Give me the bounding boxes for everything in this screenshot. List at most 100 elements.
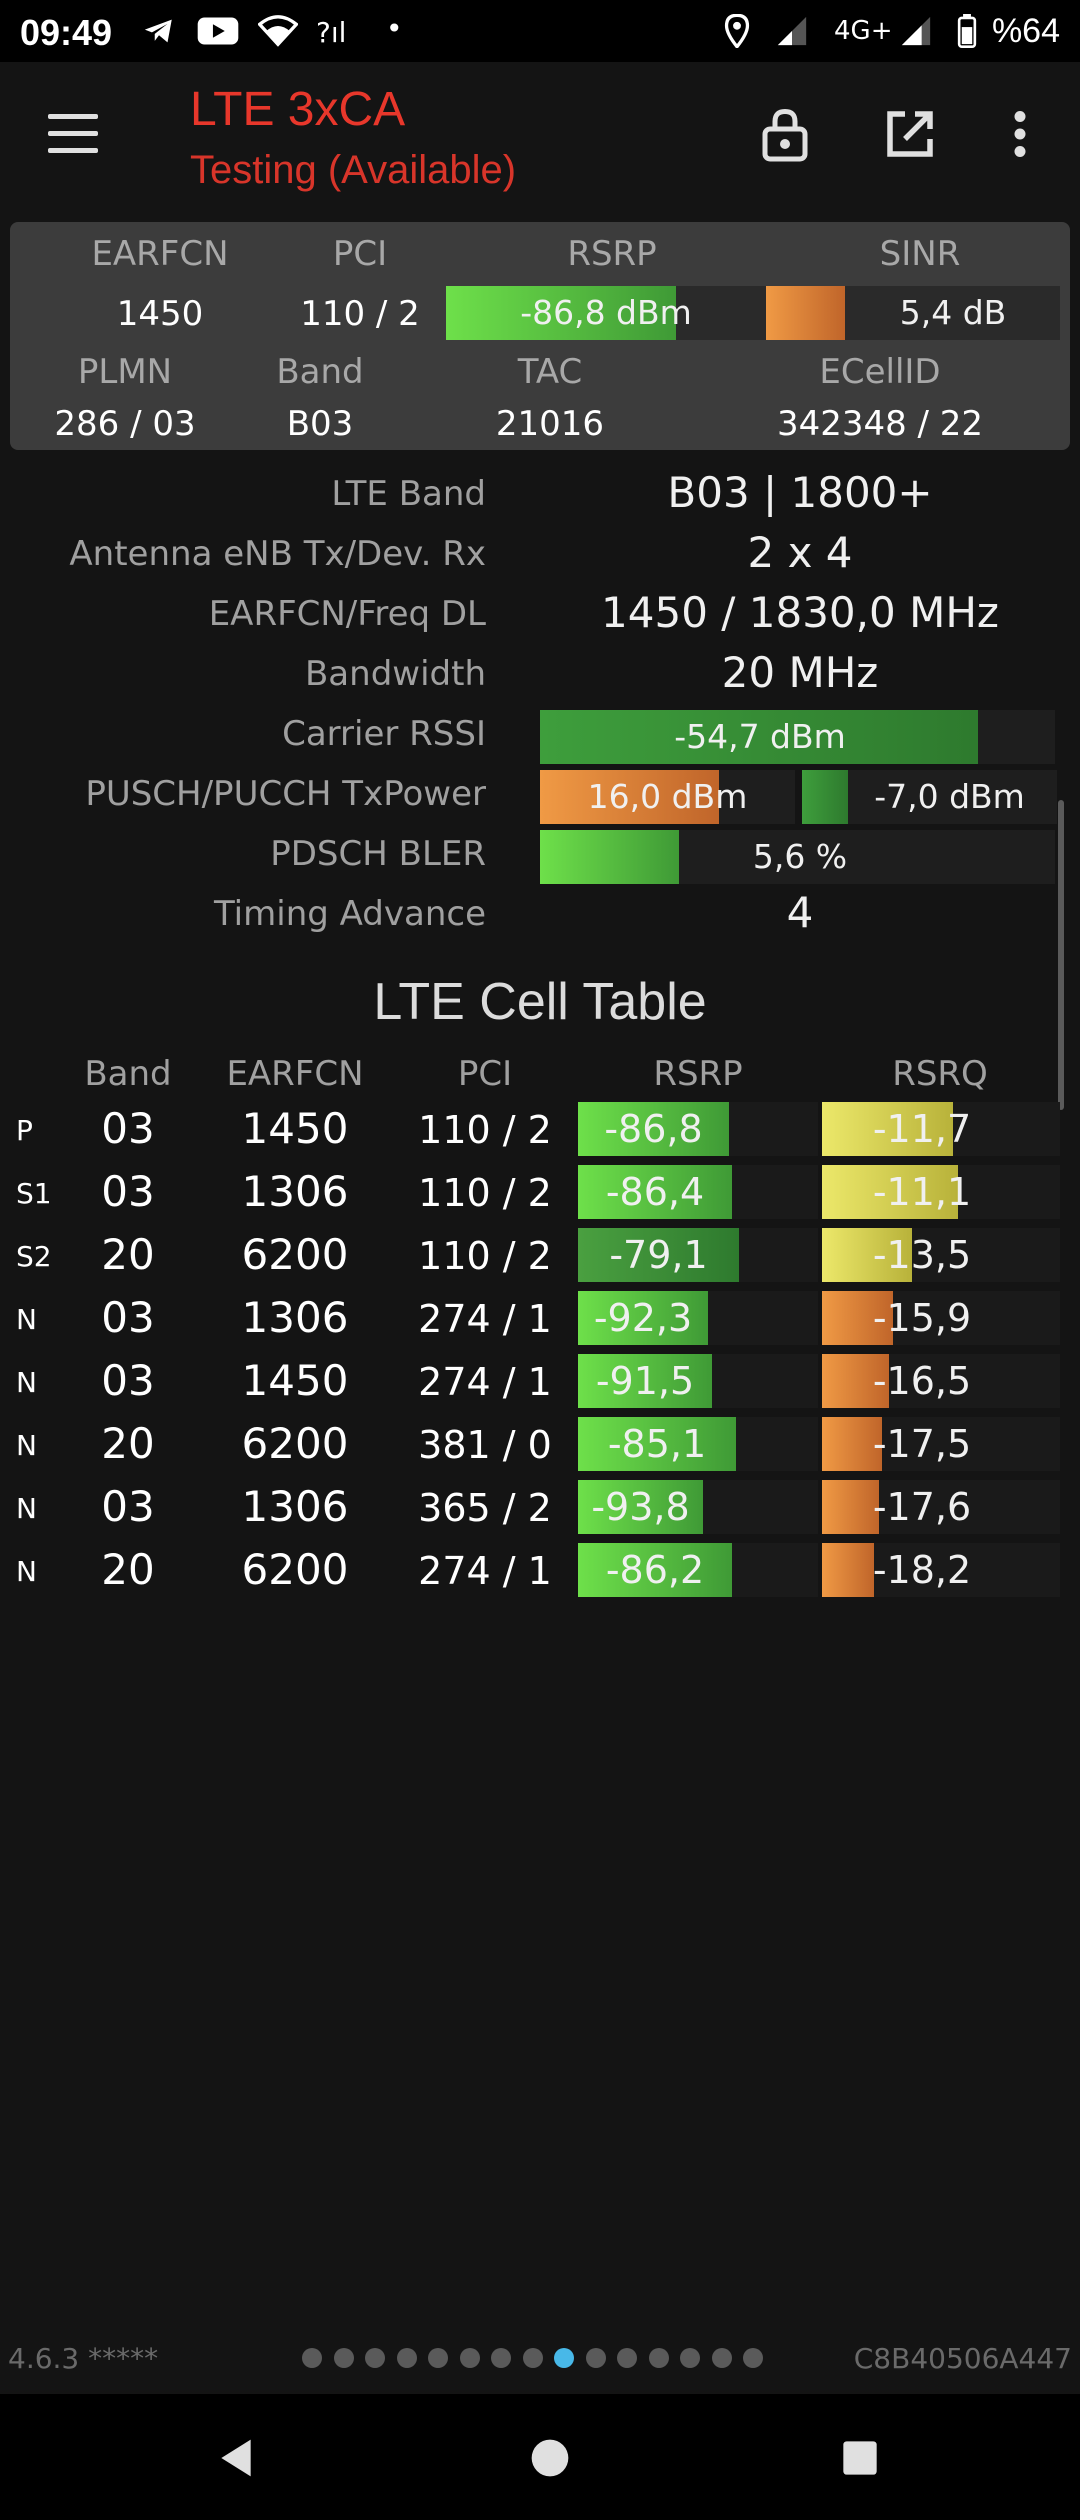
rssi-bar: -54,7 dBm	[540, 710, 1055, 764]
open-external-icon[interactable]	[880, 104, 940, 164]
scrollbar[interactable]	[1058, 800, 1064, 1110]
row-pci: 274 / 1	[418, 1297, 552, 1341]
col-band: Band	[84, 1054, 172, 1094]
row-rsrq: -15,9	[872, 1296, 972, 1340]
rssi-label: Carrier RSSI	[282, 714, 486, 754]
status-time: 09:49	[20, 12, 113, 53]
youtube-icon	[197, 17, 239, 45]
antenna-value: 2 x 4	[747, 528, 853, 577]
col-pci: PCI	[457, 1054, 513, 1094]
row-rsrq-fill	[822, 1102, 953, 1156]
row-rsrp: -92,3	[593, 1296, 693, 1340]
row-rsrq-fill	[822, 1543, 875, 1597]
status-bar: 09:49 ?ıl • 4G+ %64	[0, 0, 1080, 62]
row-band: 03	[101, 1482, 155, 1531]
timing-advance-value: 4	[786, 888, 814, 937]
row-rsrq: -18,2	[872, 1548, 972, 1592]
telegram-icon	[144, 19, 172, 43]
row-type: N	[16, 1366, 37, 1399]
page-dot[interactable]	[522, 2348, 543, 2368]
row-type: N	[16, 1429, 37, 1462]
lock-icon[interactable]	[755, 104, 815, 164]
timing-advance-label: Timing Advance	[213, 894, 486, 934]
pci-value: 110 / 2	[300, 294, 420, 334]
earfcn-value: 1450	[116, 294, 204, 334]
more-vert-icon[interactable]	[990, 104, 1050, 164]
recents-icon[interactable]	[840, 2438, 880, 2478]
pusch-value: 16,0 dBm	[587, 777, 748, 816]
signal-sim2-icon	[901, 16, 931, 46]
pusch-bar-fill	[540, 770, 719, 824]
bandwidth-label: Bandwidth	[304, 654, 486, 694]
sinr-bar: 5,4 dB	[766, 286, 1060, 340]
page-dot[interactable]	[428, 2348, 448, 2368]
ecellid-value: 342348 / 22	[776, 404, 984, 444]
home-icon[interactable]	[528, 2436, 572, 2480]
header-rsrp: RSRP	[567, 234, 657, 274]
page-dot[interactable]	[554, 2348, 574, 2368]
header-ecellid: ECellID	[819, 352, 941, 392]
page-dot[interactable]	[648, 2348, 669, 2368]
page-dot[interactable]	[302, 2348, 322, 2368]
row-rsrp: -85,1	[607, 1422, 707, 1466]
bler-label: PDSCH BLER	[270, 834, 486, 874]
rssi-bar-fill	[540, 710, 978, 764]
row-band: 20	[101, 1545, 155, 1594]
row-rsrp: -93,8	[591, 1485, 690, 1529]
row-rsrq-bar: -16,5	[822, 1354, 1060, 1408]
signal-sim1-icon	[777, 16, 807, 46]
bandwidth-value: 20 MHz	[721, 648, 879, 697]
menu-icon[interactable]	[48, 114, 98, 154]
row-rsrq: -17,5	[872, 1422, 972, 1466]
page-dot[interactable]	[459, 2348, 480, 2368]
row-rsrq: -16,5	[872, 1359, 972, 1403]
row-rsrp-bar: -79,1	[578, 1228, 818, 1282]
page-dot[interactable]	[711, 2348, 732, 2368]
notification-dot-icon: •	[386, 12, 403, 45]
rsrp-bar-fill	[446, 286, 677, 340]
row-pci: 110 / 2	[418, 1108, 552, 1152]
row-pci: 274 / 1	[418, 1360, 552, 1404]
row-band: 03	[101, 1104, 155, 1153]
row-rsrq-bar: -17,6	[822, 1480, 1060, 1534]
row-rsrp: -86,8	[604, 1107, 703, 1151]
bler-bar: 5,6 %	[540, 830, 1055, 884]
row-earfcn: 1306	[241, 1293, 349, 1342]
page-subtitle: Testing (Available)	[190, 148, 517, 192]
row-rsrq-fill	[822, 1354, 889, 1408]
sinr-value: 5,4 dB	[899, 293, 1007, 332]
page-dot[interactable]	[365, 2348, 385, 2368]
row-rsrq-bar: -13,5	[822, 1228, 1060, 1282]
nav-bar	[0, 2394, 1080, 2520]
back-icon[interactable]	[214, 2436, 258, 2480]
row-rsrp-bar: -92,3	[578, 1291, 818, 1345]
row-rsrp-bar: -86,8	[578, 1102, 818, 1156]
col-earfcn: EARFCN	[226, 1054, 364, 1094]
header-tac: TAC	[517, 352, 583, 392]
page-dot[interactable]	[585, 2348, 606, 2368]
row-band: 03	[101, 1167, 155, 1216]
row-rsrp: -91,5	[595, 1359, 695, 1403]
page-dot[interactable]	[743, 2348, 763, 2368]
row-rsrq-fill	[822, 1417, 882, 1471]
lte-band-value: B03 | 1800+	[667, 468, 933, 517]
row-rsrq-fill	[822, 1165, 958, 1219]
row-rsrq: -17,6	[872, 1485, 972, 1529]
row-rsrp-bar: -91,5	[578, 1354, 818, 1408]
row-rsrp-fill	[578, 1291, 708, 1345]
row-type: P	[16, 1114, 33, 1147]
rsrp-bar: -86,8 dBm	[446, 286, 766, 340]
row-type: S1	[16, 1177, 52, 1210]
row-pci: 381 / 0	[418, 1423, 552, 1467]
row-band: 20	[101, 1419, 155, 1468]
page-dot[interactable]	[491, 2348, 511, 2368]
row-rsrp: -79,1	[609, 1233, 708, 1277]
page-dot[interactable]	[333, 2348, 354, 2368]
row-rsrp-fill	[578, 1480, 703, 1534]
page-dot[interactable]	[396, 2348, 417, 2368]
row-band: 03	[101, 1293, 155, 1342]
page-dot[interactable]	[680, 2348, 700, 2368]
page-dot[interactable]	[617, 2348, 637, 2368]
row-earfcn: 6200	[241, 1419, 349, 1468]
network-type-label: 4G+	[834, 16, 893, 46]
